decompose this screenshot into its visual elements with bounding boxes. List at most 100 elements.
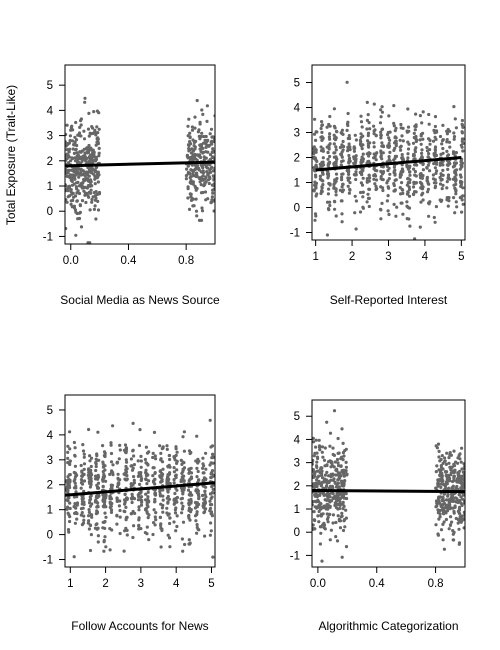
data-point <box>211 169 215 173</box>
data-point <box>85 150 89 154</box>
data-point <box>136 474 140 478</box>
data-point <box>412 152 416 157</box>
data-point <box>74 138 79 142</box>
data-point <box>325 463 329 468</box>
data-point <box>65 507 69 511</box>
data-point <box>365 152 369 156</box>
data-point <box>379 217 383 221</box>
data-point <box>444 517 448 522</box>
data-point <box>173 455 177 459</box>
data-point <box>193 184 197 188</box>
data-point <box>460 446 464 450</box>
data-point <box>433 220 437 224</box>
data-point <box>323 473 327 477</box>
data-point <box>441 467 445 471</box>
data-point <box>434 205 438 209</box>
data-point <box>359 135 363 140</box>
data-point <box>461 486 465 490</box>
plot-frame <box>311 399 466 568</box>
data-point <box>83 100 87 104</box>
data-point <box>73 454 77 458</box>
data-point <box>125 515 129 519</box>
data-point <box>413 173 417 177</box>
data-point <box>131 448 135 452</box>
data-point <box>433 147 437 151</box>
data-point <box>315 460 319 464</box>
data-point <box>421 137 425 141</box>
data-point <box>460 122 464 126</box>
data-point <box>73 208 77 212</box>
data-point <box>102 450 107 454</box>
data-point <box>339 464 343 468</box>
data-point <box>354 138 358 142</box>
data-point <box>461 186 465 190</box>
data-point <box>461 149 465 153</box>
x-tick-label: 0.4 <box>120 255 137 267</box>
points <box>312 409 465 563</box>
data-point <box>421 174 425 178</box>
data-point <box>82 462 87 466</box>
data-point <box>111 473 115 477</box>
data-point <box>131 466 135 470</box>
x-tick-label: 5 <box>458 251 464 263</box>
data-point <box>151 451 155 455</box>
data-point <box>334 502 338 506</box>
data-point <box>413 170 417 174</box>
data-point <box>328 114 332 119</box>
data-point <box>444 503 449 507</box>
points <box>65 96 215 244</box>
data-point <box>401 191 405 195</box>
data-point <box>440 198 444 202</box>
data-point <box>323 477 327 481</box>
data-point <box>327 512 331 517</box>
data-point <box>325 484 329 488</box>
data-point <box>186 156 190 160</box>
data-point <box>75 191 79 195</box>
data-point <box>367 173 371 177</box>
data-point <box>366 134 370 138</box>
data-point <box>354 159 358 163</box>
data-point <box>188 506 192 511</box>
data-point <box>332 142 336 146</box>
data-point <box>94 464 98 469</box>
data-point <box>79 117 83 121</box>
data-point <box>88 208 92 212</box>
data-point <box>406 125 411 129</box>
data-point <box>340 185 344 189</box>
data-point <box>334 214 338 218</box>
data-point <box>104 515 108 519</box>
data-point <box>374 152 378 156</box>
data-point <box>460 502 464 506</box>
y-tick-label: -1 <box>290 550 300 562</box>
data-point <box>137 443 142 448</box>
data-point <box>72 495 76 499</box>
data-point <box>78 167 82 171</box>
data-point <box>190 128 195 132</box>
data-point <box>194 197 198 201</box>
data-point <box>212 209 215 213</box>
data-point <box>117 481 121 485</box>
data-point <box>321 455 325 459</box>
data-point <box>365 180 369 184</box>
data-point <box>209 529 213 533</box>
data-point <box>187 513 191 518</box>
data-point <box>393 188 397 192</box>
data-point <box>73 446 77 450</box>
data-point <box>115 485 120 489</box>
data-point <box>451 484 455 488</box>
data-point <box>195 491 199 495</box>
data-point <box>160 447 164 451</box>
data-point <box>167 453 171 458</box>
data-point <box>74 173 78 177</box>
data-point <box>353 211 357 215</box>
data-point <box>160 479 164 483</box>
data-point <box>328 132 332 136</box>
data-point <box>442 547 446 551</box>
y-tick-label: 2 <box>47 156 53 168</box>
data-point <box>123 529 127 533</box>
data-point <box>434 499 439 503</box>
data-point <box>138 498 142 502</box>
data-point <box>186 124 190 128</box>
data-point <box>318 448 322 452</box>
data-point <box>459 479 463 484</box>
